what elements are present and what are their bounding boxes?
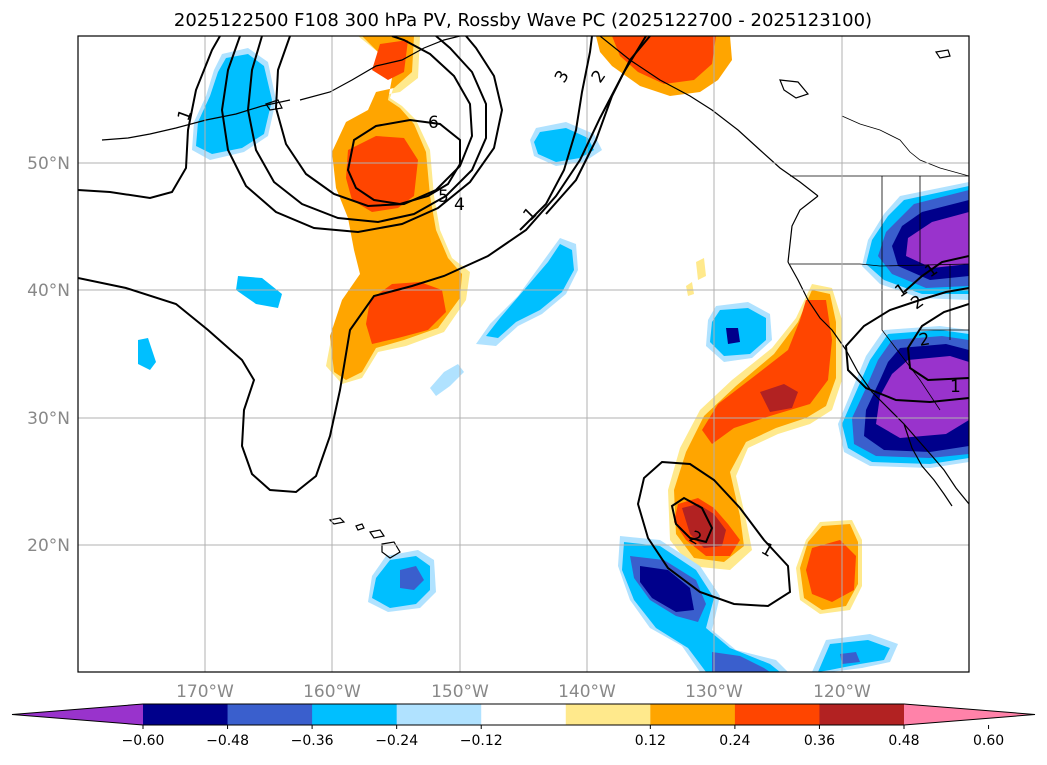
map-content: 1 6 3 2 5 4 1 1 2 1 2 1 2 1 [78,36,969,672]
contour-sub-1 [636,460,792,608]
coast-hawaii-4 [381,541,401,559]
shade-negative-west-a-blue [196,54,272,154]
shade-negative-west-c [138,338,156,370]
lon-label-140w: 140°W [558,682,616,702]
lon-label-120w: 120°W [813,682,871,702]
shade-negative-mid-b-blue [486,244,574,338]
shade-negative-nw-us-purple [906,212,969,268]
coast-island-a [779,79,810,99]
colorbar-tick-label: 0.12 [635,733,666,749]
lon-label-160w: 160°W [303,682,361,702]
colorbar-tick-label: 0.24 [719,733,750,749]
colorbar-tick-label: 0.36 [804,733,835,749]
contour-outer-b [246,36,487,224]
shade-negative-se-mid2 [712,652,770,672]
lon-label-170w: 170°W [176,682,234,702]
lat-label-40n: 40°N [27,281,70,301]
shade-positive-blob-e-red [806,540,856,602]
figure-title: 2025122500 F108 300 hPa PV, Rossby Wave … [174,10,872,31]
border-state-4 [881,264,941,411]
coast-hawaii-3 [369,529,385,539]
colorbar-swatch [312,704,398,725]
contour-labels: 1 6 3 2 5 4 1 1 2 1 2 1 2 1 [174,67,961,562]
coast-canada-interior [841,115,969,177]
contour-sub-2 [670,496,714,544]
colorbar: −0.60 −0.48 −0.36 −0.24 −0.12 0.12 0.24 0.36 0.4… [11,703,1036,749]
contour-label-5: 5 [438,187,449,207]
colorbar-tick-label: 0.48 [888,733,919,749]
coastlines [101,36,969,559]
shade-negative-mid-c [430,364,464,396]
lat-label-30n: 30°N [27,409,70,429]
contour-label-2d: 2 [917,329,931,351]
colorbar-extend-min [12,704,143,725]
coast-alaska-panhandle [599,36,819,197]
shade-negative-se-b-dark [840,652,860,664]
contour-1-west [78,36,221,200]
lon-labels: 170°W 160°W 150°W 140°W 130°W 120°W [176,682,871,702]
shade-positive-gulf-red2 [366,282,446,344]
colorbar-swatch [227,704,313,725]
lon-label-130w: 130°W [685,682,743,702]
colorbar-swatch [819,704,905,725]
shade-negative-west-b [236,276,282,308]
colorbar-swatch [734,704,820,725]
colorbar-swatch [565,704,651,725]
shade-negative-subtrop-a-dark [726,328,740,344]
colorbar-swatch [396,704,482,725]
contour-outer-a [220,36,504,234]
colorbar-swatch [143,704,229,725]
lat-labels: 50°N 40°N 30°N 20°N [27,154,70,556]
shade-negative-hawaii-dark [400,566,424,590]
contours [78,36,969,608]
colorbar-swatch [481,704,567,725]
contour-east-2 [906,303,969,382]
shade-positive-tiny [696,258,706,280]
shade-positive-tiny2 [686,282,694,296]
coast-aleutians [101,99,291,141]
shade-positive-south-darkred [682,504,726,548]
contour-outer-c [274,36,474,208]
contour-label-6: 6 [428,113,439,133]
coast-us-west [787,261,969,505]
coast-island-b [934,49,951,59]
lon-label-150w: 150°W [431,682,489,702]
colorbar-swatch [650,704,736,725]
border-state-1 [790,263,969,267]
contour-6 [346,118,461,206]
colorbar-extend-max [904,704,1035,725]
colorbar-tick-label: −0.12 [460,733,503,749]
contour-3 [519,36,593,231]
colorbar-tick-label: −0.36 [291,733,334,749]
lat-label-50n: 50°N [27,154,70,174]
contour-east-top [903,255,969,293]
coast-baja [903,423,953,507]
colorbar-tick-label: 0.60 [973,733,1004,749]
coast-hawaii-1 [328,517,346,525]
coast-kodiak [265,99,283,111]
map-frame [77,35,970,673]
shade-positive-subtrop-darkred [760,384,798,412]
colorbar-tick-label: −0.48 [206,733,249,749]
coast-bc [787,195,819,263]
contour-big-1 [78,36,647,494]
contour-east-1 [844,287,969,404]
contour-label-4: 4 [454,195,465,215]
colorbar-tick-label: −0.24 [375,733,418,749]
shade-positive-gulf-red3 [372,40,408,80]
coast-alaska [299,36,461,101]
coast-hawaii-2 [355,523,365,531]
lat-label-20n: 20°N [27,536,70,556]
shade-negative-mid-a-blue [534,128,594,162]
shade-negative-se-dark [640,566,694,612]
contour-2 [545,36,651,215]
shade-positive-subtrop-red [702,300,832,444]
colorbar-tick-label: −0.60 [122,733,165,749]
contour-label-1f: 1 [950,377,961,397]
